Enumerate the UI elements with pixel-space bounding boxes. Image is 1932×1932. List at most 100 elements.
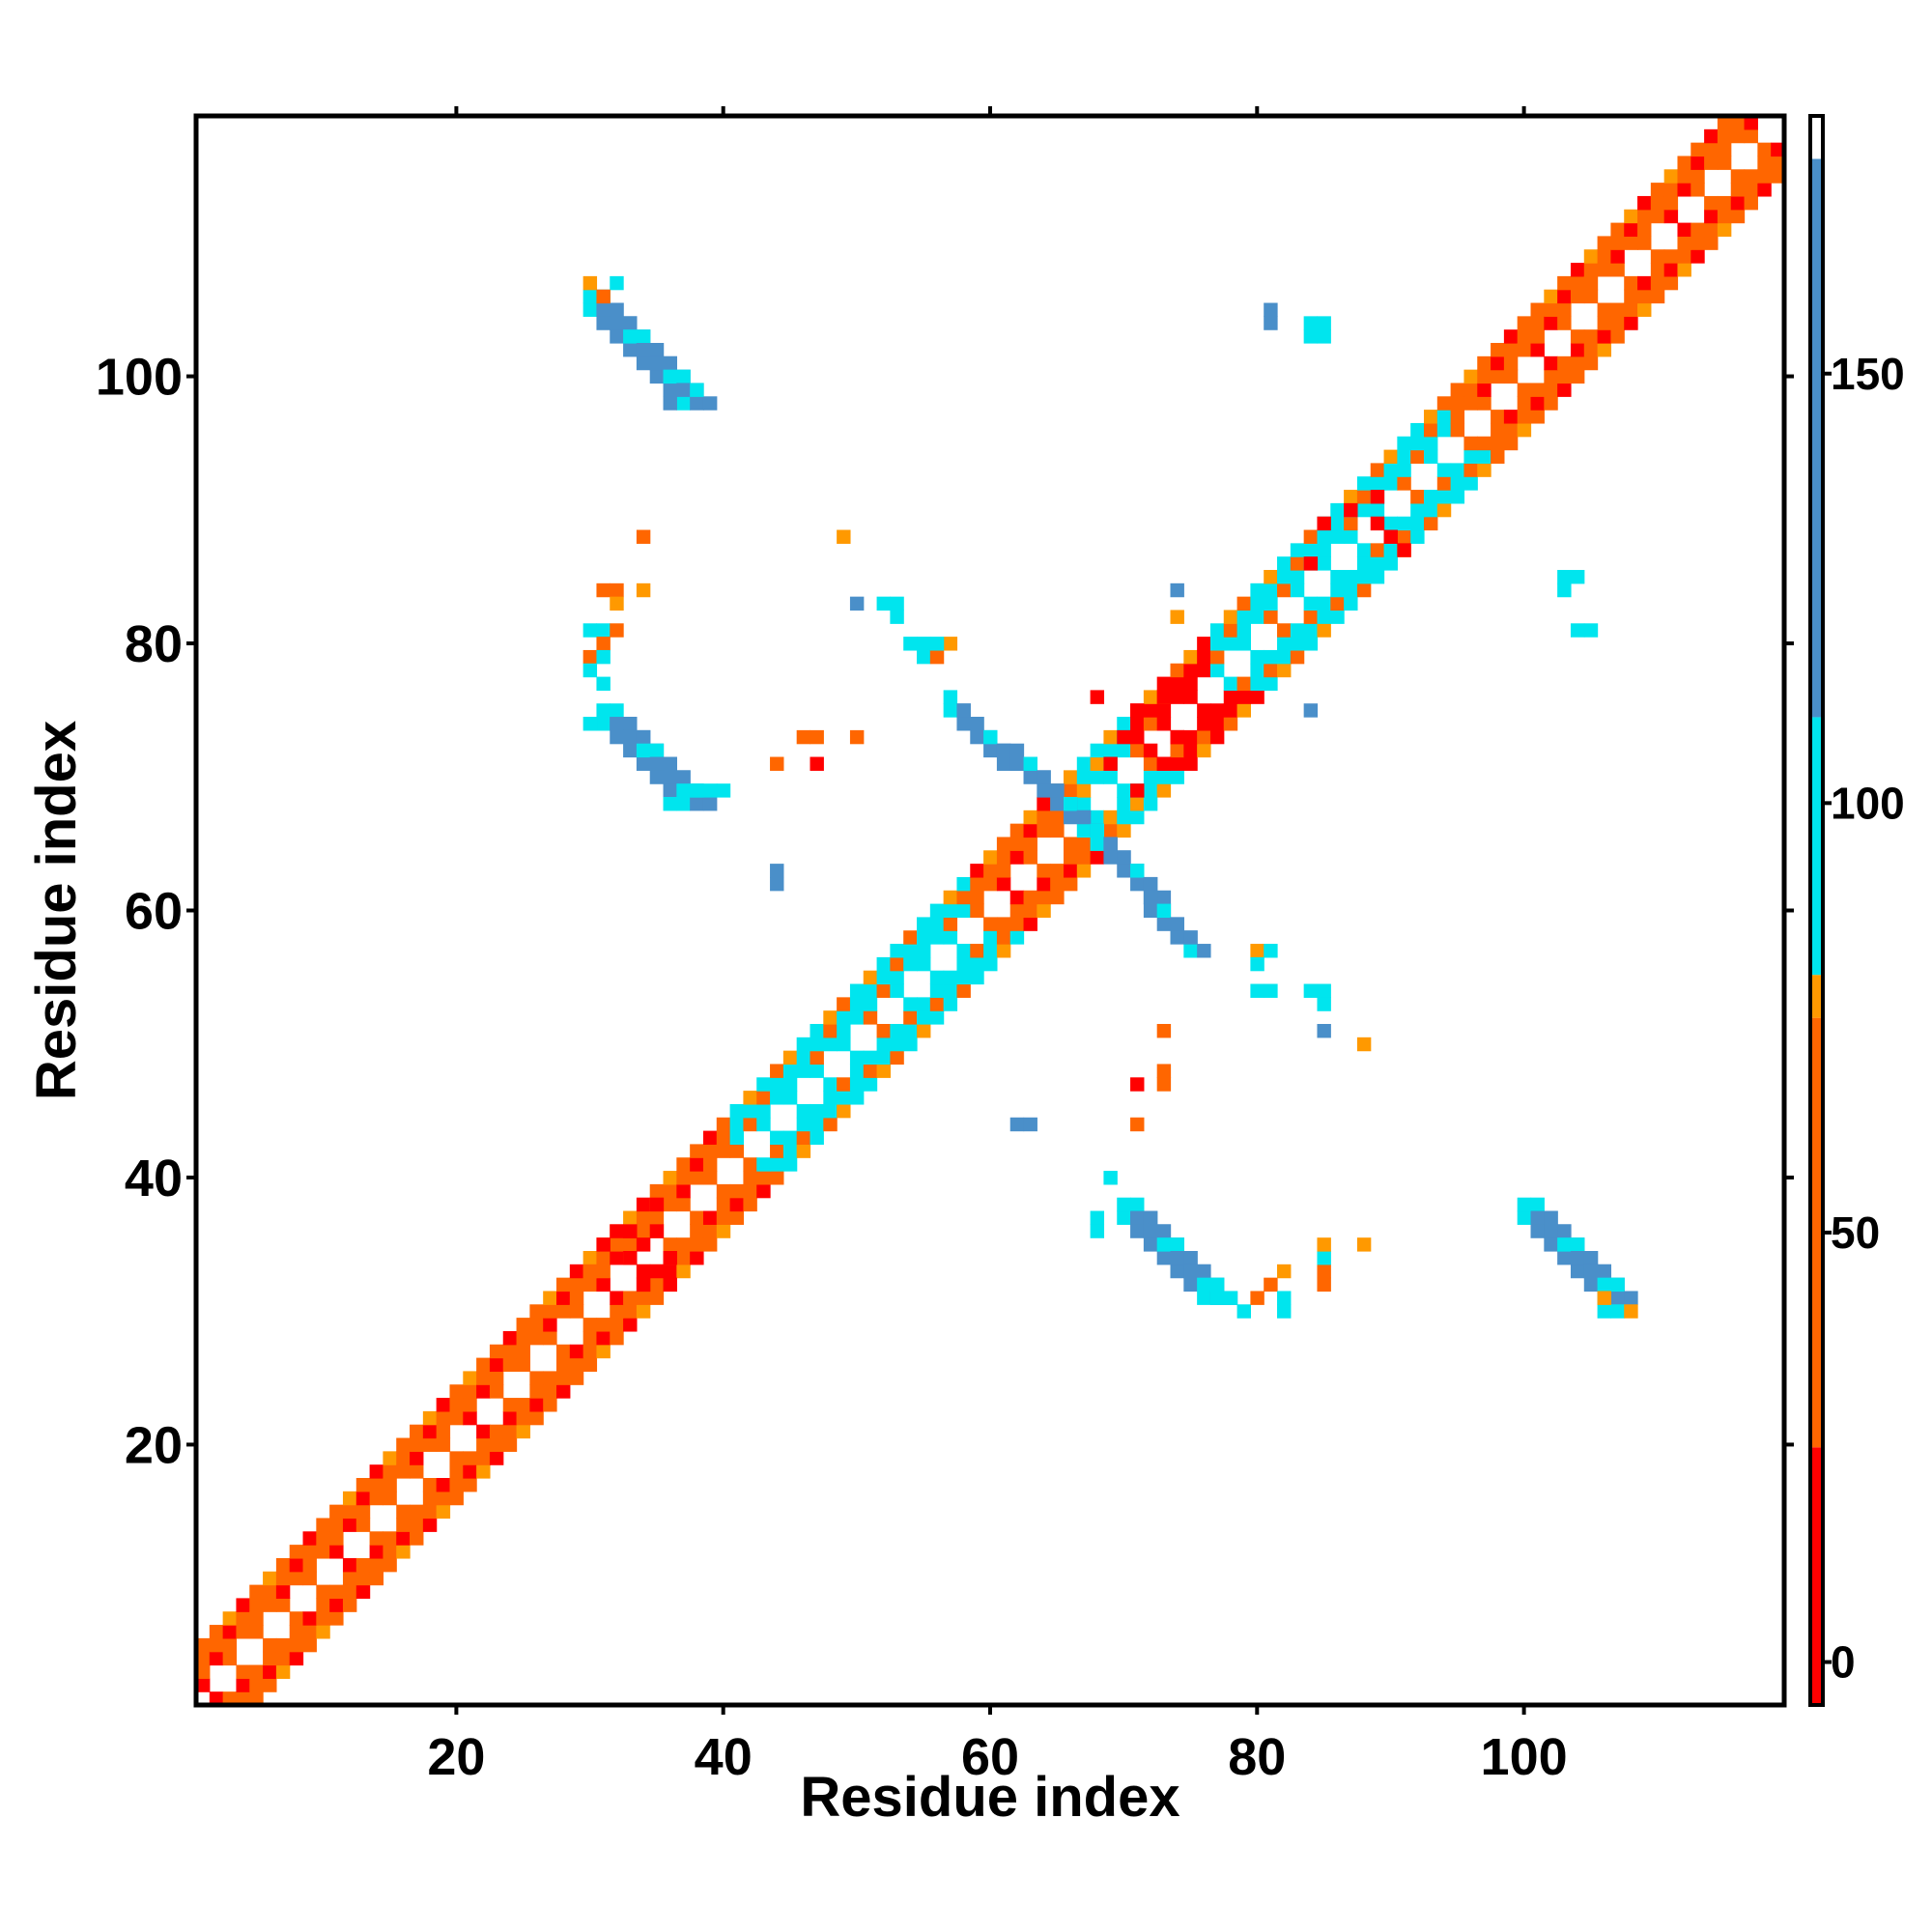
heatmap-cell (476, 1437, 491, 1452)
heatmap-cell (1103, 810, 1118, 825)
heatmap-cell (1344, 529, 1358, 544)
heatmap-cell (196, 1637, 211, 1653)
heatmap-cell (1624, 289, 1638, 304)
heatmap-cell (263, 1571, 277, 1586)
heatmap-cell (1037, 890, 1051, 905)
heatmap-cell (823, 1024, 838, 1038)
heatmap-cell (383, 1545, 397, 1559)
heatmap-cell (676, 1197, 691, 1212)
heatmap-cell (1624, 1304, 1638, 1319)
heatmap-cell (782, 1091, 798, 1105)
heatmap-cell (663, 1277, 677, 1293)
heatmap-cell (1209, 623, 1225, 638)
heatmap-cell (782, 1157, 798, 1172)
heatmap-cell (1009, 743, 1025, 758)
heatmap-cell (1663, 263, 1679, 277)
heatmap-cell (582, 1344, 598, 1359)
heatmap-cell (1183, 729, 1198, 745)
heatmap-cell (1303, 543, 1319, 557)
heatmap-cell (956, 983, 971, 998)
heatmap-cell (410, 1464, 424, 1479)
heatmap-cell (369, 1464, 384, 1479)
heatmap-cell (1090, 756, 1105, 771)
heatmap-cell (1209, 1291, 1225, 1305)
heatmap-cell (1250, 944, 1264, 958)
heatmap-cell (302, 1611, 317, 1626)
heatmap-cell (1491, 449, 1505, 465)
heatmap-cell (1570, 263, 1585, 277)
heatmap-cell (1117, 850, 1131, 865)
heatmap-cell (1383, 529, 1398, 544)
heatmap-cell (516, 1410, 530, 1426)
heatmap-cells (196, 116, 1785, 1706)
heatmap-cell (636, 1264, 651, 1279)
heatmap-cell (236, 1678, 250, 1692)
heatmap-cell (1009, 1117, 1025, 1132)
heatmap-cell (1517, 422, 1532, 438)
heatmap-cell (1744, 116, 1758, 130)
heatmap-cell (1090, 837, 1105, 851)
heatmap-cell (1570, 329, 1585, 344)
heatmap-cell (1717, 222, 1732, 238)
heatmap-cell (1143, 903, 1158, 919)
heatmap-cell (943, 917, 958, 931)
heatmap-cell (1436, 476, 1452, 491)
heatmap-cell (1624, 275, 1638, 291)
heatmap-cell (1130, 1197, 1145, 1212)
heatmap-cell (636, 1197, 651, 1212)
heatmap-cell (1050, 890, 1065, 905)
heatmap-cell (943, 983, 958, 998)
heatmap-cell (636, 343, 651, 357)
heatmap-cell (463, 1398, 477, 1412)
heatmap-cell (1570, 623, 1585, 638)
heatmap-cell (1317, 1264, 1331, 1279)
heatmap-cell (956, 956, 971, 972)
heatmap-cell (1704, 209, 1719, 224)
heatmap-cell (449, 1478, 464, 1492)
heatmap-cell (663, 1251, 677, 1265)
heatmap-cell (610, 1237, 624, 1252)
heatmap-cell (676, 1264, 691, 1279)
heatmap-cell (1117, 1197, 1131, 1212)
heatmap-cell (236, 1664, 250, 1679)
heatmap-cell (1143, 770, 1158, 784)
heatmap-cell (289, 1637, 304, 1653)
heatmap-cell (996, 850, 1011, 865)
heatmap-cell (676, 383, 691, 397)
heatmap-cell (956, 703, 971, 718)
heatmap-cell (1717, 195, 1732, 211)
heatmap-cell (1637, 222, 1652, 238)
heatmap-cell (676, 1251, 691, 1265)
heatmap-cell (1730, 183, 1746, 197)
heatmap-cell (649, 1264, 665, 1279)
heatmap-cell (316, 1625, 330, 1639)
heatmap-cell (903, 956, 918, 972)
heatmap-cell (1130, 783, 1145, 798)
heatmap-cell (1023, 770, 1037, 784)
heatmap-cell (1730, 128, 1746, 144)
heatmap-cell (1117, 810, 1131, 825)
heatmap-cell (1677, 156, 1691, 170)
heatmap-cell (369, 1478, 384, 1492)
heatmap-cell (236, 1611, 250, 1626)
heatmap-cell (1156, 903, 1172, 919)
heatmap-cell (1650, 195, 1665, 211)
heatmap-cell (837, 997, 851, 1011)
heatmap-cell (810, 1103, 824, 1119)
heatmap-cell (1130, 729, 1145, 745)
heatmap-cell (1090, 1224, 1105, 1238)
heatmap-cell (1076, 850, 1092, 865)
heatmap-cell (863, 970, 878, 985)
heatmap-cell (1117, 1210, 1131, 1225)
heatmap-cell (529, 1384, 544, 1399)
heatmap-cell (1370, 570, 1385, 584)
heatmap-cell (837, 529, 851, 544)
heatmap-cell (1610, 263, 1625, 277)
heatmap-cell (1757, 169, 1772, 184)
heatmap-cell (1410, 516, 1425, 531)
heatmap-cell (1170, 743, 1184, 758)
heatmap-cell (529, 1304, 544, 1319)
heatmap-cell (596, 637, 611, 651)
heatmap-cell (1303, 610, 1319, 624)
heatmap-cell (329, 1545, 344, 1559)
